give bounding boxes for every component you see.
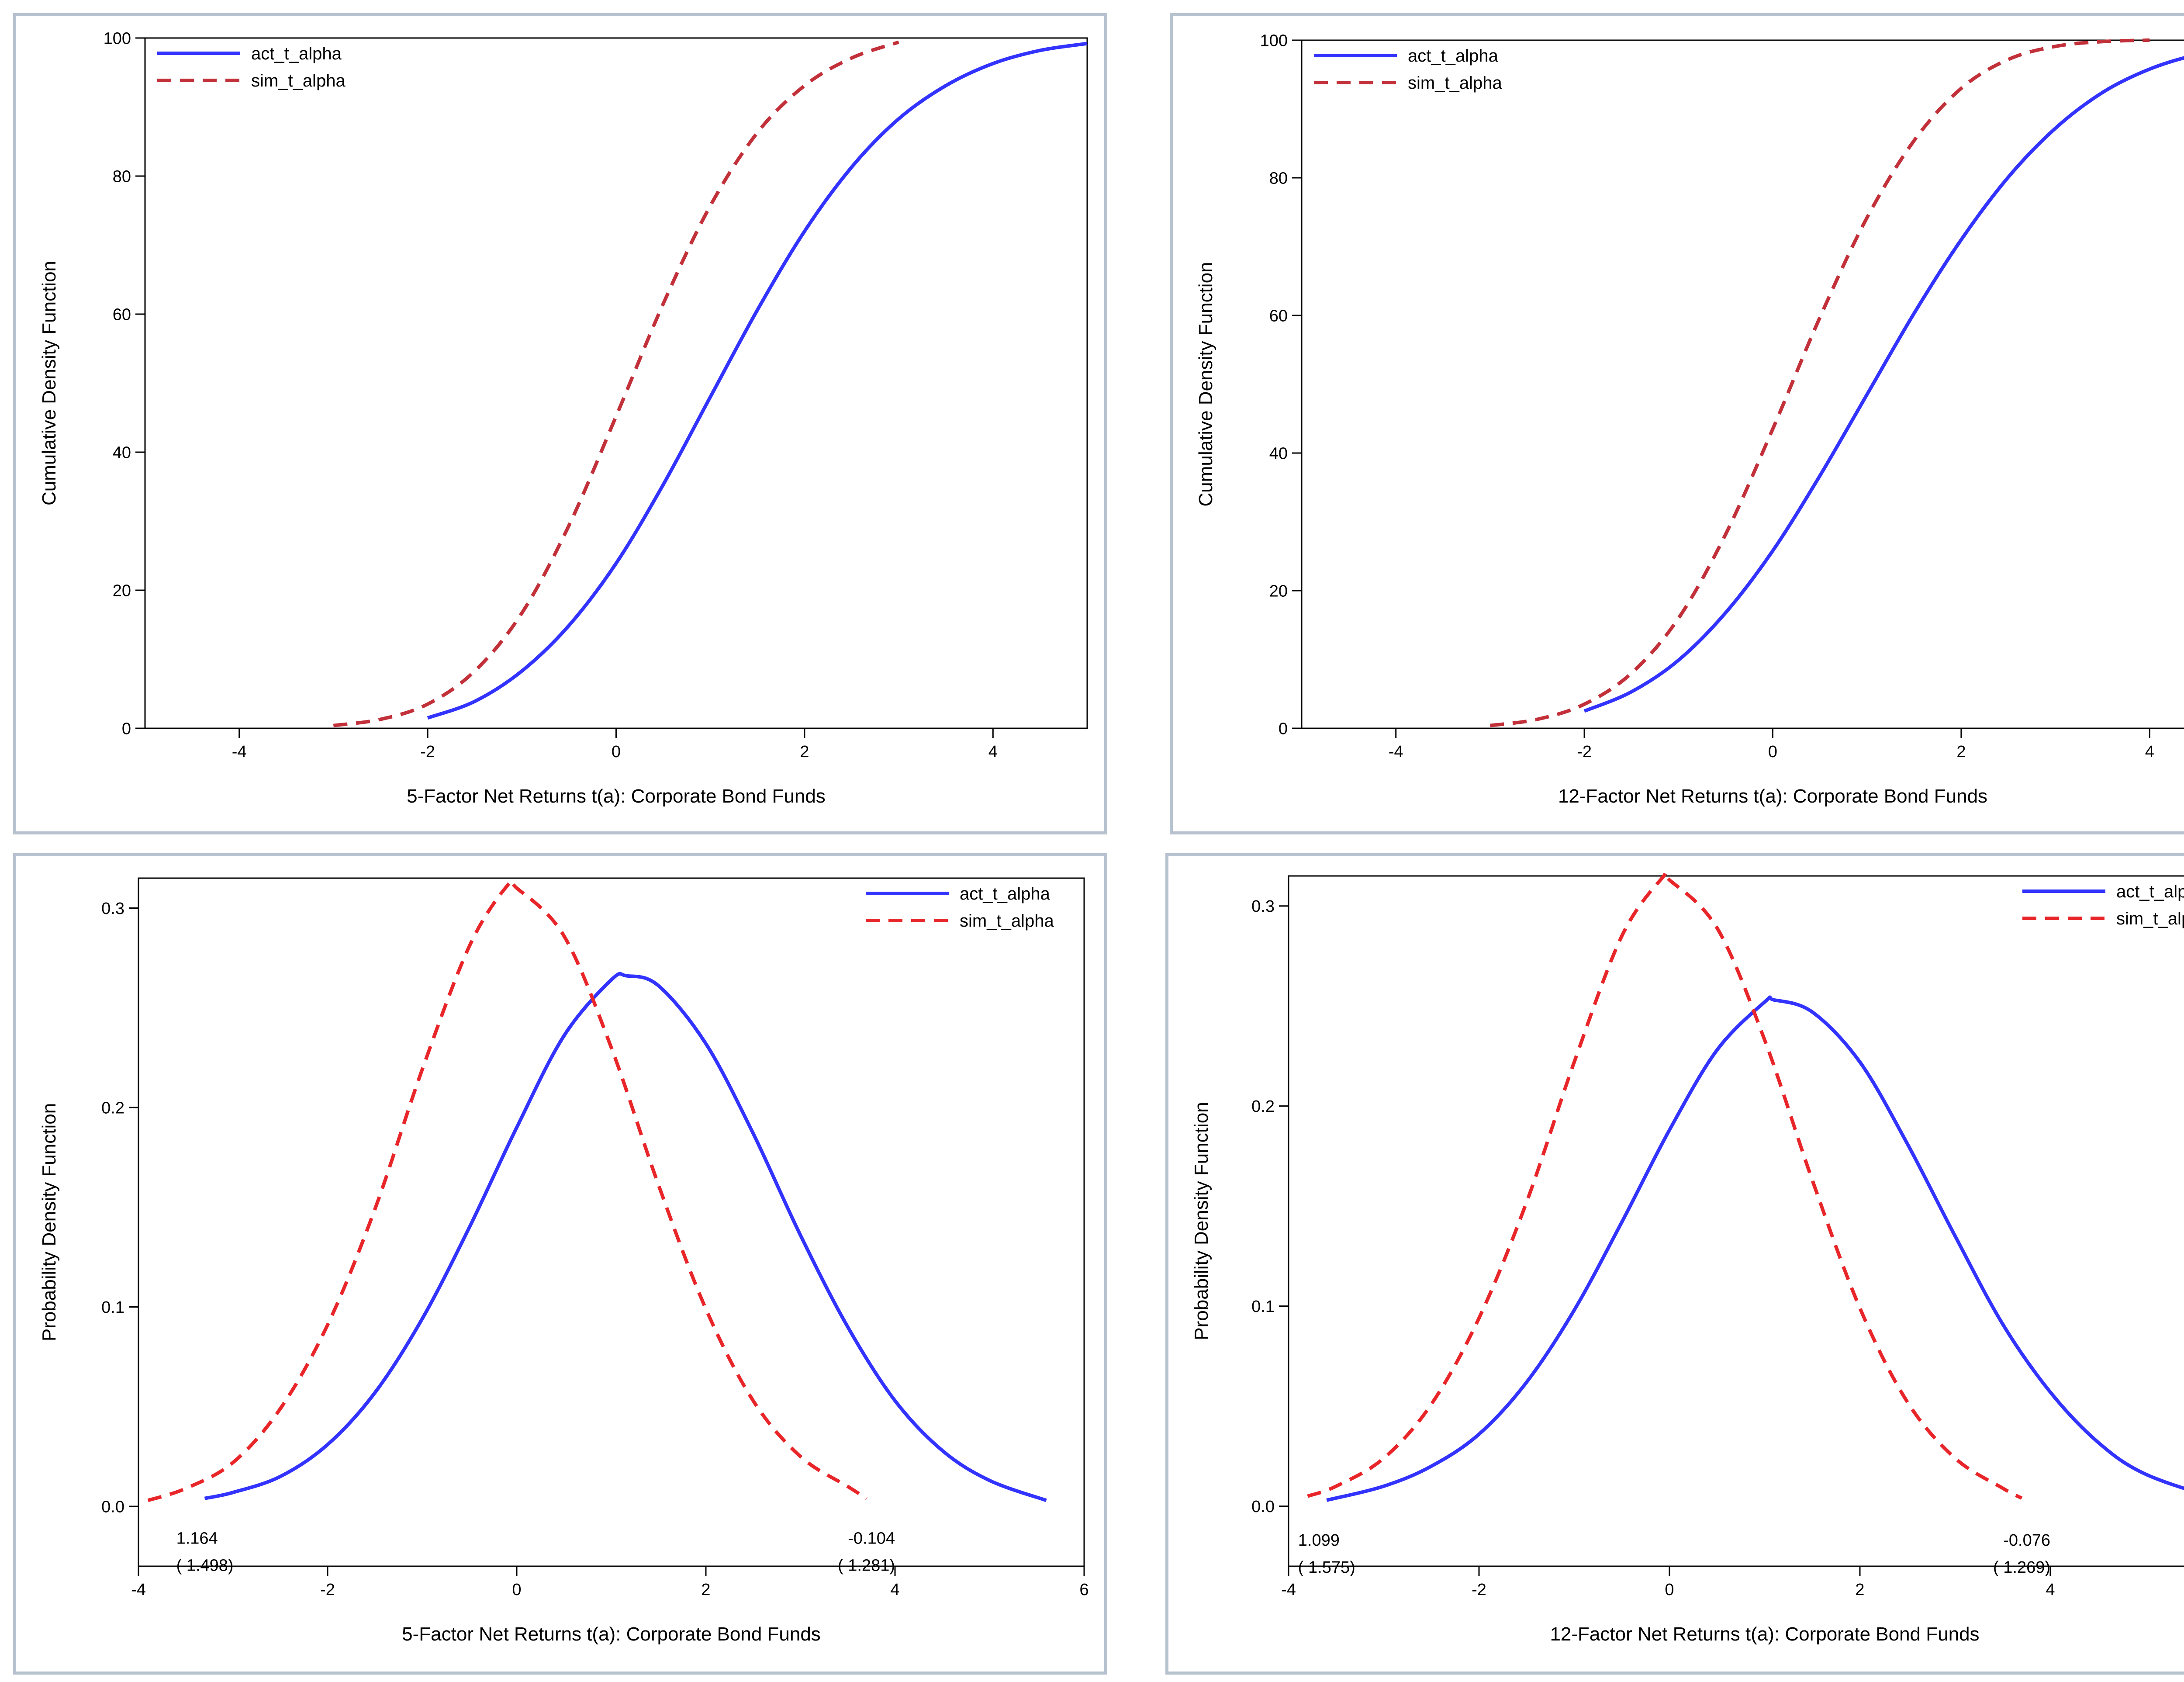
y-tick-label: 0.1	[101, 1298, 124, 1317]
legend-label-sim-t-alpha: sim_t_alpha	[960, 911, 1054, 931]
y-tick-label: 60	[1269, 307, 1288, 325]
legend-label-act-t-alpha: act_t_alpha	[1408, 46, 1499, 66]
x-tick-label: 4	[2046, 1581, 2055, 1599]
legend-label-act-t-alpha: act_t_alpha	[2116, 882, 2184, 901]
x-axis-label: 5-Factor Net Returns t(a): Corporate Bon…	[407, 786, 826, 807]
annotation-mean: -0.076	[2003, 1531, 2050, 1550]
y-tick-label: 0.0	[1251, 1498, 1275, 1516]
legend-label-sim-t-alpha: sim_t_alpha	[1408, 73, 1502, 93]
x-axis-label: 5-Factor Net Returns t(a): Corporate Bon…	[402, 1623, 821, 1645]
cdf-5-factor-panel: -4 -2 0 2 4 0 20 40 60 80 100 5-Factor Net Returns …	[13, 13, 1107, 834]
x-tick-label: -2	[320, 1581, 335, 1599]
plot-frame	[138, 877, 1085, 1567]
x-tick-label: 2	[800, 743, 809, 761]
series-line-act-t-alpha	[1326, 995, 2184, 1502]
series-line-act-t-alpha	[427, 42, 1088, 720]
y-tick-label: 0.2	[101, 1099, 124, 1117]
x-tick-label: 4	[988, 743, 998, 761]
y-tick-label: 0.2	[1251, 1097, 1275, 1116]
x-tick-label: 2	[701, 1581, 710, 1599]
x-tick-label: 2	[1956, 743, 1966, 761]
x-axis-label: 12-Factor Net Returns t(a): Corporate Bo…	[1550, 1623, 1979, 1645]
plot-frame	[144, 37, 1088, 729]
plot-frame	[1288, 875, 2184, 1567]
x-tick-label: -4	[232, 743, 247, 761]
y-tick-label: 0.3	[101, 900, 124, 918]
x-tick-label: 4	[2145, 743, 2154, 761]
x-tick-label: -2	[1472, 1581, 1486, 1599]
y-tick-label: 20	[113, 581, 131, 600]
legend-label-sim-t-alpha: sim_t_alpha	[2116, 909, 2184, 928]
y-tick-label: 0.1	[1251, 1298, 1275, 1316]
x-tick-label: -4	[131, 1581, 146, 1599]
y-axis-label: Probability Density Function	[38, 1103, 60, 1341]
y-tick-label: 100	[104, 29, 131, 48]
y-tick-label: 0.0	[101, 1498, 124, 1516]
y-tick-label: 0	[122, 720, 131, 738]
series-line-sim-t-alpha	[333, 40, 899, 727]
x-tick-label: 0	[1665, 1581, 1674, 1599]
series-line-sim-t-alpha	[147, 878, 868, 1502]
legend-label-sim-t-alpha: sim_t_alpha	[251, 71, 346, 90]
series-line-sim-t-alpha	[1489, 38, 2150, 727]
y-tick-label: 100	[1260, 31, 1288, 50]
x-tick-label: 0	[612, 743, 621, 761]
x-tick-label: 6	[1079, 1581, 1089, 1599]
plot-frame	[1301, 39, 2184, 729]
x-tick-label: -4	[1281, 1581, 1296, 1599]
y-tick-label: 0.3	[1251, 897, 1275, 916]
x-tick-label: 0	[512, 1581, 521, 1599]
y-tick-label: 40	[113, 443, 131, 462]
x-tick-label: -2	[1577, 743, 1592, 761]
x-tick-label: 2	[1855, 1581, 1864, 1599]
cdf-12-factor-panel: -4 -2 0 2 4 0 20 40 60 80 100 12-Factor Net Returns…	[1170, 13, 2184, 834]
y-axis-label: Cumulative Density Function	[1195, 262, 1216, 506]
y-tick-label: 60	[113, 305, 131, 324]
x-tick-label: 4	[890, 1581, 899, 1599]
y-tick-label: 80	[1269, 169, 1288, 187]
annotation-std: ( 1.281)	[838, 1557, 895, 1575]
series-line-act-t-alpha	[204, 972, 1047, 1502]
annotation-std: ( 1.269)	[1993, 1558, 2050, 1577]
pdf-5-factor-chart: -4 -2 0 2 4 6 0.0 0.1 0.2 0.3 5-Factor Net Returns…	[38, 877, 1089, 1645]
y-axis-label: Cumulative Density Function	[38, 261, 60, 505]
y-tick-label: 0	[1279, 720, 1288, 738]
y-tick-label: 20	[1269, 582, 1288, 600]
x-axis-label: 12-Factor Net Returns t(a): Corporate Bo…	[1558, 786, 1987, 807]
x-tick-label: -2	[420, 743, 435, 761]
legend-label-act-t-alpha: act_t_alpha	[251, 44, 342, 63]
series-line-sim-t-alpha	[1307, 870, 2023, 1500]
y-tick-label: 80	[113, 167, 131, 186]
y-tick-label: 40	[1269, 444, 1288, 463]
annotation-mean: 1.099	[1298, 1531, 1340, 1550]
annotation-mean: 1.164	[176, 1530, 218, 1548]
annotation-mean: -0.104	[848, 1530, 895, 1548]
series-line-act-t-alpha	[1583, 56, 2184, 713]
legend-label-act-t-alpha: act_t_alpha	[960, 884, 1051, 903]
pdf-5-factor-panel: -4 -2 0 2 4 6 0.0 0.1 0.2 0.3 5-Factor Net Returns…	[13, 853, 1107, 1675]
x-tick-label: -4	[1389, 743, 1403, 761]
annotation-std: ( 1.498)	[176, 1557, 234, 1575]
x-tick-label: 0	[1768, 743, 1777, 761]
y-axis-label: Probability Density Function	[1191, 1102, 1212, 1340]
annotation-std: ( 1.575)	[1298, 1558, 1355, 1577]
